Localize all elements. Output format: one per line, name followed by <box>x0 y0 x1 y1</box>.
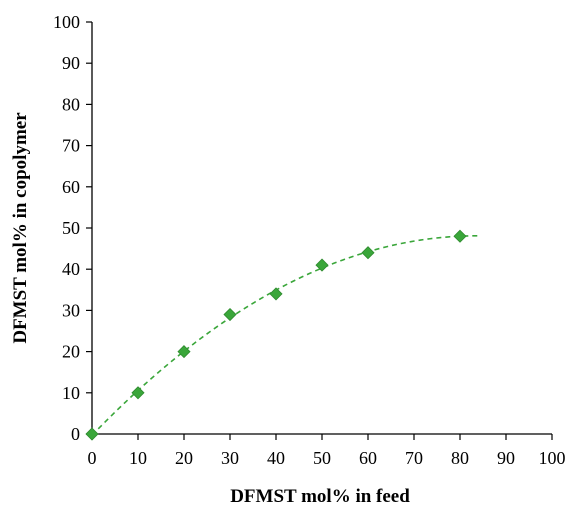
y-tick-label: 40 <box>62 259 80 279</box>
x-tick-label: 40 <box>267 448 285 468</box>
y-tick-label: 80 <box>62 94 80 114</box>
x-tick-label: 60 <box>359 448 377 468</box>
data-point <box>177 345 191 359</box>
y-tick-label: 90 <box>62 53 80 73</box>
y-tick-label: 30 <box>62 300 80 320</box>
trendline-layer <box>91 235 479 436</box>
y-tick-label: 10 <box>62 383 80 403</box>
data-point <box>315 258 329 272</box>
axes: 0 10 20 30 40 50 60 70 80 90 100 0 10 20 30 40 50 60 70 80 9… <box>53 12 566 468</box>
x-tick-label: 30 <box>221 448 239 468</box>
x-tick-label: 0 <box>88 448 97 468</box>
x-tick-label: 20 <box>175 448 193 468</box>
x-axis-title: DFMST mol% in feed <box>230 486 410 507</box>
y-tick-label: 0 <box>71 424 80 444</box>
y-tick-label: 20 <box>62 342 80 362</box>
x-tick-label: 90 <box>497 448 515 468</box>
data-point <box>269 287 283 301</box>
x-tick-label: 70 <box>405 448 423 468</box>
data-point <box>361 246 375 260</box>
x-tick-label: 80 <box>451 448 469 468</box>
y-tick-label: 50 <box>62 218 80 238</box>
x-tick-label: 10 <box>129 448 147 468</box>
x-tick-label: 100 <box>539 448 566 468</box>
data-points <box>85 229 467 441</box>
y-tick-label: 100 <box>53 12 80 32</box>
data-point <box>453 229 467 243</box>
x-tick-label: 50 <box>313 448 331 468</box>
y-tick-label: 70 <box>62 136 80 156</box>
data-point <box>85 427 99 441</box>
data-point <box>223 307 237 322</box>
data-point <box>131 386 145 400</box>
y-axis-title: DFMST mol% in copolymer <box>10 112 31 344</box>
trendline <box>91 235 479 436</box>
y-tick-label: 60 <box>62 177 80 197</box>
